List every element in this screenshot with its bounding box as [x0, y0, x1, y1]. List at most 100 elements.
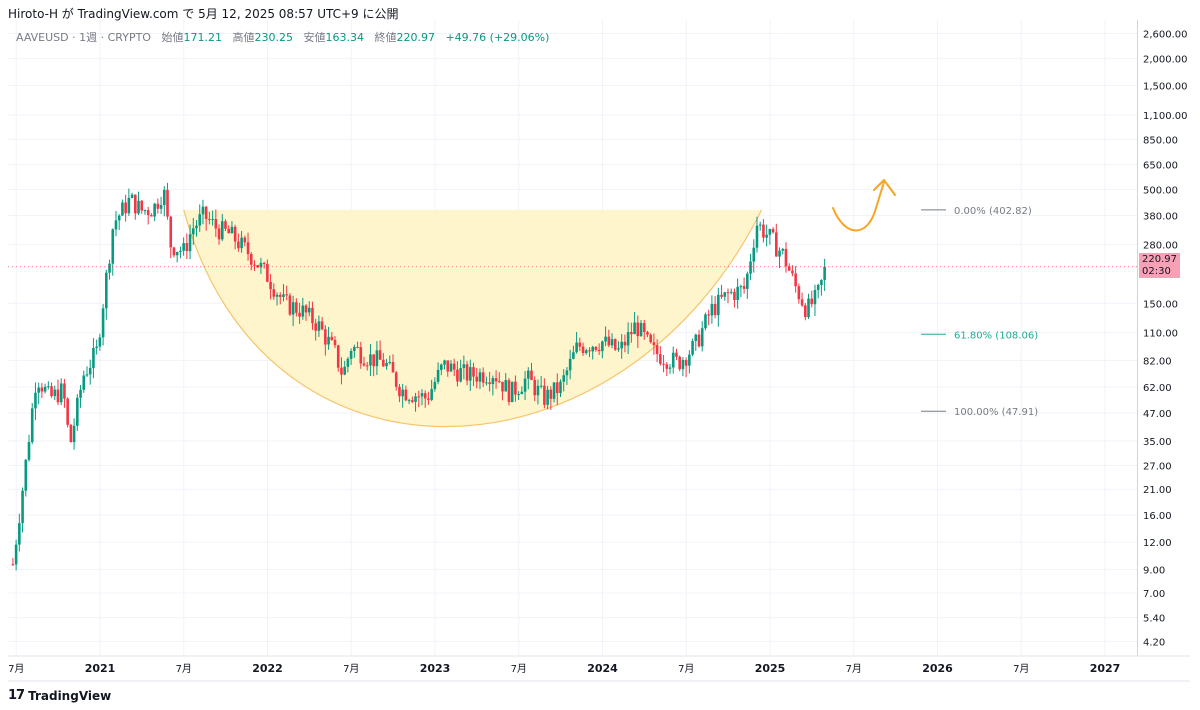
- candle-body: [47, 386, 50, 388]
- cup-pattern-fill: [183, 209, 762, 427]
- candle-body: [369, 354, 372, 366]
- candle-body: [720, 294, 723, 297]
- candle-body: [388, 361, 392, 363]
- candle-body: [497, 381, 501, 383]
- candle-body: [211, 219, 214, 221]
- candle-body: [526, 370, 530, 379]
- candle-body: [398, 386, 401, 397]
- candle-body: [394, 372, 398, 387]
- y-axis-tick-label: 1,500.00: [1143, 82, 1188, 93]
- candle-body: [536, 385, 540, 396]
- candle-body: [401, 389, 404, 397]
- candle-body: [53, 389, 57, 397]
- candle-body: [372, 354, 375, 367]
- candle-body: [604, 336, 607, 342]
- high-label: 高値: [232, 31, 255, 44]
- candle-body: [130, 194, 134, 198]
- chart-pane[interactable]: [8, 20, 1138, 656]
- candle-body: [324, 329, 327, 345]
- candle-body: [411, 400, 414, 402]
- close-value: 220.97: [396, 31, 435, 44]
- candle-body: [117, 215, 121, 221]
- candle-body: [217, 228, 221, 240]
- candle-body: [224, 221, 227, 229]
- candle-body: [746, 273, 749, 289]
- candle-body: [201, 206, 205, 215]
- candle-body: [27, 442, 31, 460]
- candle-body: [307, 307, 311, 313]
- candle-body: [182, 243, 185, 251]
- symbol-legend: AAVEUSD · 1週 · CRYPTO 始値171.21 高値230.25 …: [16, 29, 549, 45]
- candle-body: [520, 391, 524, 395]
- candle-body: [375, 350, 379, 367]
- candle-body: [108, 263, 111, 273]
- candle-body: [240, 237, 243, 249]
- candle-body: [262, 262, 266, 264]
- candle-body: [233, 226, 237, 242]
- tradingview-logo[interactable]: 17 TradingView: [8, 688, 111, 703]
- candle-body: [420, 393, 424, 397]
- candle-body: [253, 264, 256, 266]
- candle-body: [98, 337, 102, 347]
- candle-body: [739, 286, 743, 288]
- candle-body: [391, 361, 395, 373]
- symbol-label: AAVEUSD · 1週 · CRYPTO: [16, 31, 151, 44]
- candle-body: [787, 266, 791, 271]
- fib-level-label: 100.00% (47.91): [954, 407, 1038, 418]
- candle-body: [301, 305, 305, 317]
- candle-body: [169, 216, 173, 248]
- candle-body: [601, 341, 604, 352]
- candle-body: [220, 221, 224, 240]
- candle-body: [333, 339, 337, 346]
- candle-body: [816, 285, 820, 290]
- candle-body: [552, 382, 556, 399]
- candle-body: [362, 363, 366, 366]
- candle-body: [810, 298, 814, 305]
- candle-body: [626, 332, 630, 346]
- candle-body: [79, 389, 82, 398]
- candle-body: [665, 364, 669, 369]
- candle-body: [69, 424, 73, 443]
- candle-body: [697, 334, 701, 347]
- candle-body: [317, 321, 321, 331]
- candle-body: [153, 203, 156, 217]
- candle-body: [365, 365, 369, 367]
- candle-body: [72, 425, 76, 443]
- candle-body: [159, 205, 163, 209]
- candle-body: [578, 342, 582, 347]
- x-axis-tick-label: 7月: [176, 663, 192, 675]
- candle-body: [288, 295, 292, 315]
- y-axis-tick-label: 500.00: [1143, 185, 1178, 196]
- candle-body: [272, 289, 276, 297]
- candle-body: [385, 362, 388, 367]
- candle-body: [736, 286, 739, 300]
- candle-body: [259, 262, 263, 268]
- candle-body: [784, 248, 788, 267]
- x-axis-tick-label: 2021: [85, 662, 116, 675]
- candle-body: [433, 381, 437, 390]
- candle-body: [330, 336, 334, 340]
- candle-body: [684, 360, 688, 366]
- candle-body: [18, 523, 21, 545]
- candle-body: [121, 202, 124, 216]
- candle-body: [356, 346, 359, 348]
- candle-body: [237, 241, 240, 249]
- candle-body: [346, 358, 350, 367]
- y-axis-tick-label: 4.20: [1143, 637, 1165, 648]
- candle-body: [733, 291, 736, 300]
- candle-body: [124, 202, 127, 214]
- candle-body: [175, 252, 179, 256]
- candle-body: [723, 292, 727, 297]
- candle-body: [105, 272, 108, 309]
- candle-body: [40, 387, 44, 392]
- candle-body: [56, 389, 60, 403]
- candle-body: [427, 398, 430, 400]
- x-axis-tick-label: 2026: [922, 662, 953, 675]
- candle-body: [349, 350, 353, 359]
- x-axis-tick-label: 2027: [1090, 662, 1121, 675]
- candle-body: [565, 370, 569, 376]
- x-axis-tick-label: 7月: [8, 663, 24, 675]
- candle-body: [146, 210, 150, 216]
- candle-body: [514, 381, 517, 395]
